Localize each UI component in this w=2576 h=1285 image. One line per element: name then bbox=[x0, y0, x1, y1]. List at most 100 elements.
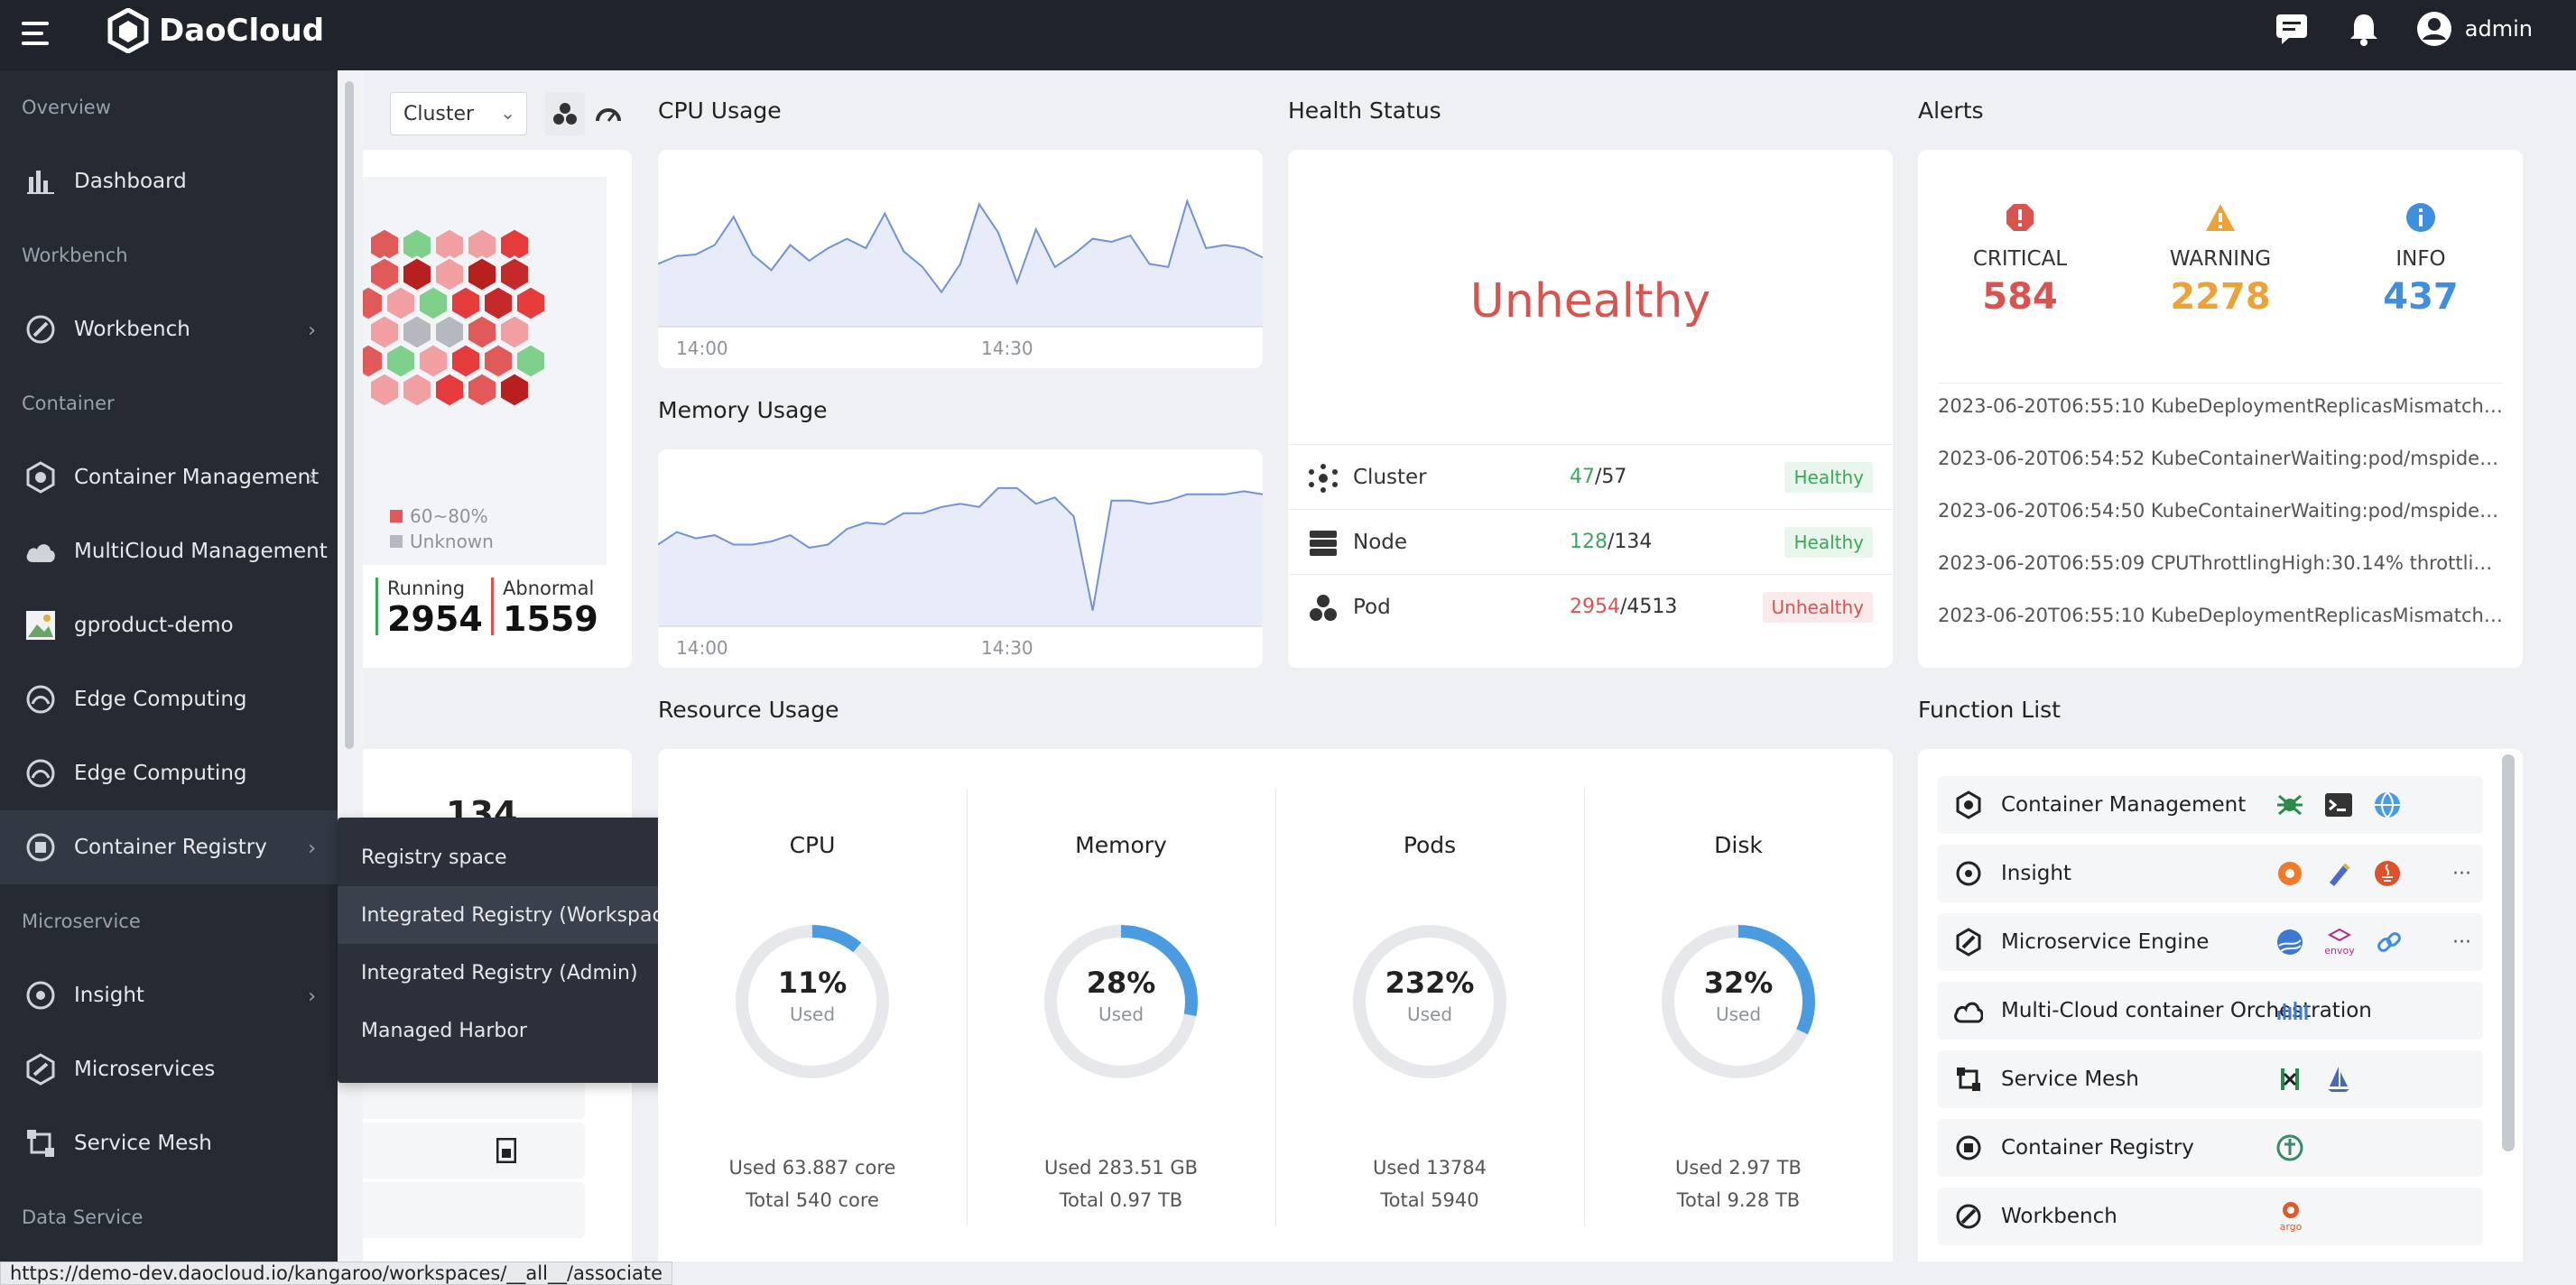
message-icon[interactable] bbox=[2272, 9, 2312, 49]
health-row-pod[interactable]: Pod 2954/4513 Unhealthy bbox=[1288, 574, 1893, 639]
resource-title: Disk bbox=[1714, 832, 1763, 858]
running-stat: Running 2954 bbox=[375, 578, 483, 639]
sidebar-item-multicloud-management[interactable]: MultiCloud Management bbox=[0, 514, 338, 588]
globe-tool-icon[interactable] bbox=[2373, 790, 2402, 819]
alert-item[interactable]: 2023-06-20T06:54:50 KubeContainerWaiting… bbox=[1938, 500, 2503, 522]
cluster-hexagon bbox=[352, 342, 385, 380]
chevron-down-icon: ⌄ bbox=[500, 102, 515, 124]
more-icon[interactable]: ··· bbox=[2452, 930, 2471, 954]
sidebar-scrollbar[interactable] bbox=[345, 81, 354, 749]
sidebar-item-dashboard[interactable]: Dashboard bbox=[0, 144, 338, 218]
abnormal-label: Abnormal bbox=[503, 578, 595, 599]
sidebar-item-container-registry[interactable]: Container Registry › bbox=[0, 810, 338, 884]
alert-item[interactable]: 2023-06-20T06:55:10 KubeDeploymentReplic… bbox=[1938, 605, 2503, 626]
health-row-count: 2954/4513 bbox=[1570, 596, 1677, 618]
prometheus-tool-icon[interactable] bbox=[2373, 859, 2402, 888]
gauge-view-button[interactable] bbox=[588, 92, 628, 135]
mesh-icon bbox=[23, 1126, 58, 1160]
sidebar-item-microservices[interactable]: Microservices bbox=[0, 1032, 338, 1106]
link-tool-icon[interactable] bbox=[2375, 928, 2404, 957]
alert-item[interactable]: 2023-06-20T06:55:10 KubeDeploymentReplic… bbox=[1938, 395, 2503, 417]
sidebar-section-data-service: Data Service bbox=[22, 1206, 144, 1228]
cluster-hexagon bbox=[433, 313, 466, 351]
sidebar-item-gproduct-demo[interactable]: gproduct-demo bbox=[0, 588, 338, 662]
sidebar-section-microservice: Microservice bbox=[22, 911, 141, 932]
resource-total: Total 5940 bbox=[1380, 1189, 1479, 1211]
alert-item[interactable]: 2023-06-20T06:55:09 CPUThrottlingHigh:30… bbox=[1938, 552, 2503, 574]
sphere-tool-icon[interactable] bbox=[2275, 928, 2304, 957]
mesh-tool-icon[interactable] bbox=[2275, 1065, 2304, 1094]
cluster-hexagon bbox=[514, 342, 547, 380]
function-item-service-mesh[interactable]: Service Mesh bbox=[1938, 1050, 2483, 1108]
alert-item[interactable]: 2023-06-20T06:54:52 KubeContainerWaiting… bbox=[1938, 448, 2503, 469]
harbor-tool-icon[interactable] bbox=[2275, 1133, 2304, 1162]
cpu-usage-title: CPU Usage bbox=[658, 97, 782, 124]
resource-used-label: Used bbox=[1406, 1003, 1453, 1025]
function-name: Container Registry bbox=[2001, 1136, 2194, 1160]
user-avatar-icon bbox=[2416, 12, 2451, 46]
memory-usage-chart bbox=[658, 486, 1263, 627]
flyout-item-integrated-registry-workspace[interactable]: Integrated Registry (Workspace) bbox=[338, 886, 695, 944]
disk-donut bbox=[1662, 925, 1815, 1078]
list-item[interactable] bbox=[363, 1123, 585, 1179]
flyout-item-integrated-registry-admin[interactable]: Integrated Registry (Admin) bbox=[361, 961, 638, 985]
function-item-workbench[interactable]: Workbench argo bbox=[1938, 1188, 2483, 1245]
health-status-value: Unhealthy bbox=[1469, 274, 1711, 328]
cluster-hexagon bbox=[401, 313, 433, 351]
brand-logo[interactable]: DaoCloud bbox=[107, 4, 324, 58]
edge-icon bbox=[23, 756, 58, 790]
pen-tool-icon[interactable] bbox=[2324, 859, 2353, 888]
alert-critical[interactable]: CRITICAL 584 bbox=[1920, 202, 2120, 318]
istio-tool-icon[interactable] bbox=[2324, 1065, 2353, 1094]
health-row-node[interactable]: Node 128/134 Healthy bbox=[1288, 509, 1893, 574]
series-line bbox=[658, 486, 1263, 611]
bell-icon[interactable] bbox=[2344, 9, 2384, 49]
spider-tool-icon[interactable] bbox=[2275, 790, 2304, 819]
more-icon[interactable]: ··· bbox=[2452, 862, 2471, 885]
function-item-container-registry[interactable]: Container Registry bbox=[1938, 1119, 2483, 1177]
sidebar-item-service-mesh[interactable]: Service Mesh bbox=[0, 1106, 338, 1180]
sidebar-item-edge-computing-2[interactable]: Edge Computing bbox=[0, 736, 338, 810]
registry-icon bbox=[1952, 1132, 1985, 1164]
gauge-icon bbox=[596, 108, 621, 122]
sidebar-item-edge-computing[interactable]: Edge Computing bbox=[0, 662, 338, 736]
resource-disk: Disk 32% Used Used 2.97 TB Total 9.28 TB bbox=[1584, 749, 1893, 1262]
resource-used-label: Used bbox=[1098, 1003, 1144, 1025]
resource-used: Used 283.51 GB bbox=[1043, 1157, 1199, 1179]
hexagon-view-button[interactable] bbox=[545, 92, 585, 135]
cluster-hexagon bbox=[482, 284, 514, 322]
alert-warning[interactable]: WARNING 2278 bbox=[2120, 202, 2321, 318]
sidebar-item-container-management[interactable]: Container Management › bbox=[0, 440, 338, 514]
flyout-item-managed-harbor[interactable]: Managed Harbor bbox=[361, 1019, 527, 1042]
list-item[interactable] bbox=[363, 1182, 585, 1238]
argo-tool-icon[interactable]: argo bbox=[2275, 1201, 2306, 1233]
envoy-tool-icon[interactable]: envoy bbox=[2324, 928, 2355, 957]
user-menu[interactable]: admin bbox=[2416, 11, 2533, 47]
hexagon-icon bbox=[23, 460, 58, 495]
karmada-tool-icon[interactable] bbox=[2275, 998, 2312, 1023]
health-status-title: Health Status bbox=[1288, 97, 1441, 124]
health-row-name: Node bbox=[1353, 530, 1408, 554]
running-label: Running bbox=[387, 578, 466, 599]
function-item-container-management[interactable]: Container Management bbox=[1938, 776, 2483, 834]
function-item-multicloud-orchestration[interactable]: Multi-Cloud container Orchestration bbox=[1938, 982, 2483, 1040]
terminal-tool-icon[interactable] bbox=[2324, 792, 2353, 818]
grafana-tool-icon[interactable] bbox=[2275, 859, 2304, 888]
function-list-scrollbar[interactable] bbox=[2502, 754, 2515, 1151]
cluster-select[interactable]: Cluster ⌄ bbox=[390, 92, 527, 135]
divider bbox=[1584, 789, 1585, 1225]
cluster-hexagon bbox=[368, 371, 401, 409]
sidebar-item-workbench[interactable]: Workbench › bbox=[0, 292, 338, 366]
chevron-right-icon: › bbox=[308, 319, 316, 342]
health-row-cluster[interactable]: Cluster 47/57 Healthy bbox=[1288, 444, 1893, 509]
alert-info[interactable]: INFO 437 bbox=[2321, 202, 2521, 318]
cloud-icon bbox=[23, 534, 58, 569]
menu-icon[interactable] bbox=[18, 16, 54, 52]
sidebar-item-insight[interactable]: Insight › bbox=[0, 958, 338, 1032]
running-value: 2954 bbox=[387, 599, 483, 639]
function-item-insight[interactable]: Insight ··· bbox=[1938, 845, 2483, 902]
argo-tool-label: argo bbox=[2279, 1220, 2303, 1233]
flyout-item-registry-space[interactable]: Registry space bbox=[361, 846, 507, 869]
cpu-usage-card: 14:00 14:30 bbox=[658, 150, 1263, 368]
function-item-microservice-engine[interactable]: Microservice Engine envoy ··· bbox=[1938, 913, 2483, 971]
